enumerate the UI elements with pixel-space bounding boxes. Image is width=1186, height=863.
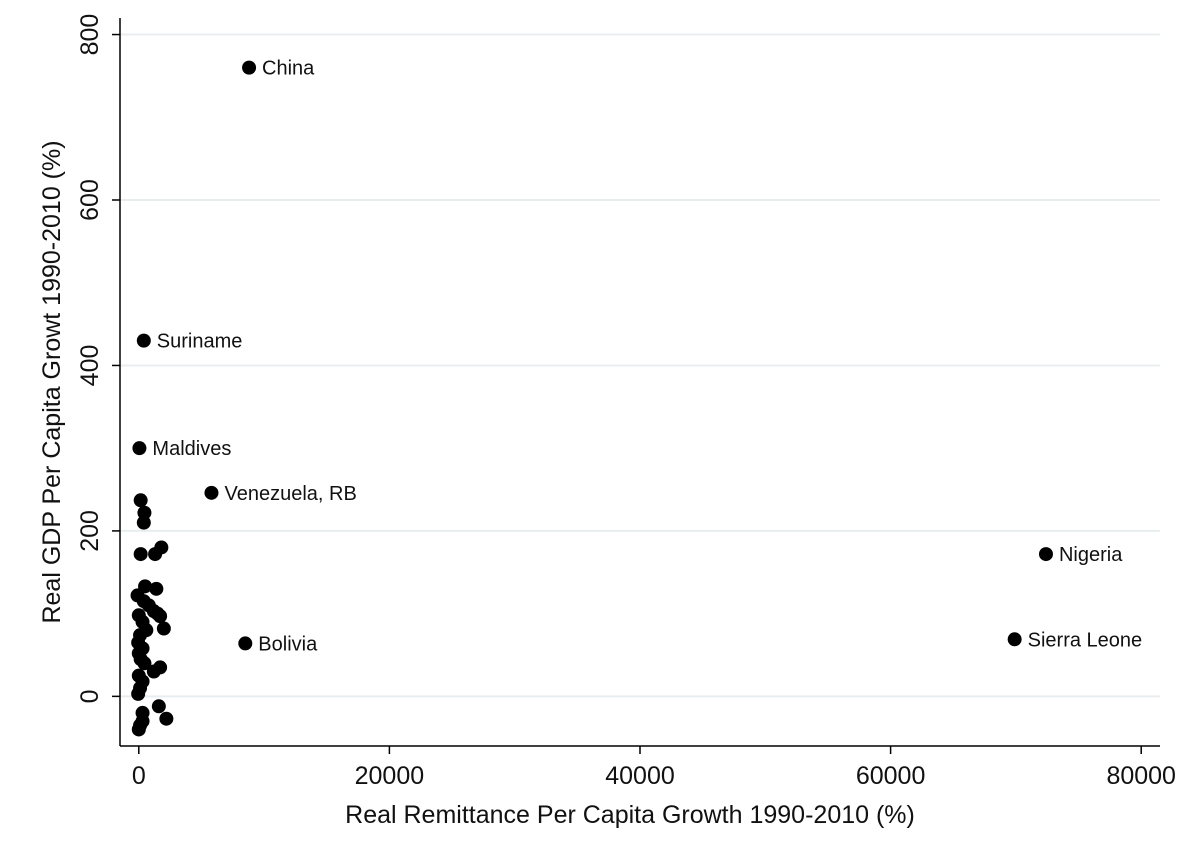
data-point — [156, 621, 171, 636]
y-axis-ticks: 0 200 400 600 800 — [76, 14, 120, 703]
x-tick-label: 40000 — [605, 762, 675, 790]
data-point — [137, 505, 152, 520]
y-tick-label: 600 — [76, 179, 104, 221]
data-point — [149, 581, 164, 596]
data-point — [1007, 632, 1022, 647]
data-point — [238, 636, 253, 651]
data-point — [159, 711, 174, 726]
point-label: China — [262, 58, 315, 80]
point-label: Venezuela, RB — [224, 483, 356, 505]
point-label: Bolivia — [258, 633, 318, 655]
x-tick-label: 20000 — [355, 762, 425, 790]
point-label: Suriname — [157, 331, 243, 353]
y-tick-label: 0 — [76, 689, 104, 703]
x-tick-label: 0 — [132, 762, 146, 790]
data-point — [131, 722, 146, 737]
y-axis-title: Real GDP Per Capita Growt 1990-2010 (%) — [38, 140, 66, 623]
data-point — [133, 493, 148, 508]
data-point — [132, 441, 147, 456]
data-point — [151, 699, 166, 714]
data-point — [137, 656, 152, 671]
point-labels: China Suriname Maldives Venezuela, RB Nigeri… — [152, 58, 1142, 656]
x-tick-label: 60000 — [856, 762, 926, 790]
y-tick-label: 400 — [76, 345, 104, 387]
data-point — [153, 609, 168, 624]
data-point — [146, 664, 161, 679]
x-axis-title: Real Remittance Per Capita Growth 1990-2… — [345, 801, 915, 829]
data-point — [204, 485, 219, 500]
y-tick-label: 800 — [76, 14, 104, 56]
point-label: Maldives — [152, 438, 231, 460]
data-points — [130, 60, 1053, 737]
data-point — [133, 547, 148, 562]
data-point — [131, 686, 146, 701]
data-point — [148, 547, 163, 562]
gridlines — [120, 33, 1160, 698]
x-axis-ticks: 0 20000 40000 60000 80000 — [132, 746, 1176, 790]
point-label: Nigeria — [1059, 544, 1123, 566]
data-point — [136, 333, 151, 348]
data-point — [136, 515, 151, 530]
y-tick-label: 200 — [76, 510, 104, 552]
plot-area — [120, 18, 1160, 746]
x-tick-label: 80000 — [1106, 762, 1176, 790]
data-point — [1038, 547, 1053, 562]
point-label: Sierra Leone — [1028, 629, 1143, 651]
data-point — [242, 60, 257, 75]
